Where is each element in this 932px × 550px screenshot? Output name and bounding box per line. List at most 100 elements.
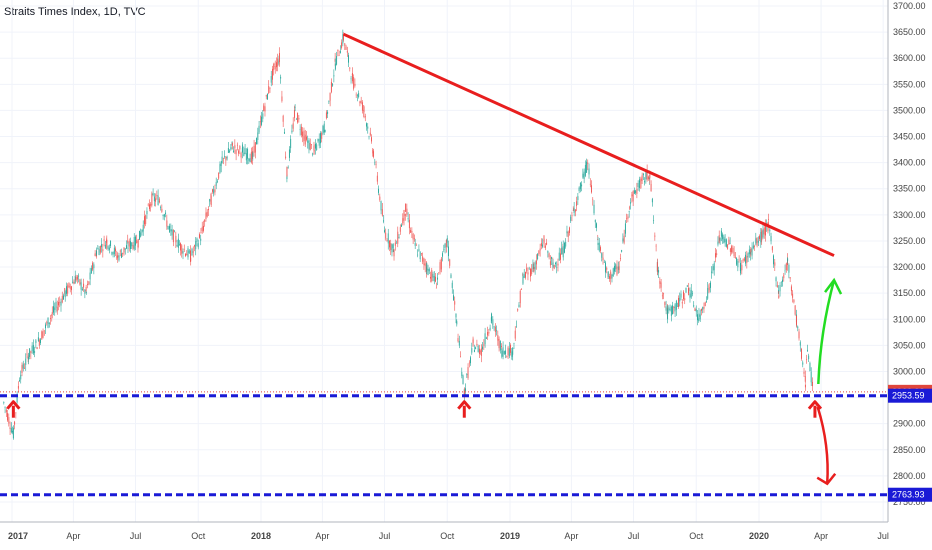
candle-body <box>85 292 87 293</box>
candle-body <box>41 331 43 340</box>
candle-body <box>404 213 406 216</box>
candle-body <box>471 348 473 353</box>
support-arrow-head <box>457 400 472 410</box>
candle-body <box>137 239 139 248</box>
candle-body <box>451 282 453 288</box>
candle-body <box>723 236 725 244</box>
candle-body <box>476 343 478 346</box>
candle-body <box>221 156 223 163</box>
candle-body <box>510 345 512 353</box>
candle-body <box>208 209 209 211</box>
candle-body <box>460 356 461 358</box>
candle-body <box>729 248 731 252</box>
candle-body <box>695 309 697 312</box>
candle-body <box>533 266 535 272</box>
bearish-scenario-arrow <box>816 406 829 484</box>
candle-body <box>252 153 254 157</box>
candle-body <box>483 344 485 346</box>
candle-body <box>371 137 372 142</box>
candle-body <box>218 172 220 179</box>
candle-body <box>226 156 228 159</box>
candle-body <box>397 231 399 244</box>
candle-body <box>308 140 310 150</box>
x-tick-label: Oct <box>191 531 206 541</box>
candle-body <box>203 225 204 231</box>
y-tick-label: 3650.00 <box>893 27 926 37</box>
candle-body <box>209 199 211 202</box>
candle-body <box>702 307 704 310</box>
candle-body <box>501 350 503 357</box>
x-tick-label: Jul <box>130 531 142 541</box>
y-tick-label: 3050.00 <box>893 340 926 350</box>
candle-body <box>514 330 516 339</box>
candle-body <box>342 34 344 44</box>
candle-body <box>399 227 401 232</box>
candle-body <box>130 241 131 250</box>
candle-body <box>558 252 560 261</box>
candle-body <box>587 162 589 164</box>
candle-body <box>215 181 217 186</box>
candle-body <box>750 248 752 253</box>
candle-body <box>686 285 688 287</box>
candle-body <box>338 55 340 57</box>
candle-body <box>763 227 765 235</box>
candle-body <box>405 203 407 212</box>
candle-body <box>53 306 54 313</box>
candle-body <box>555 262 556 264</box>
candle-body <box>316 144 318 151</box>
candle-body <box>455 313 457 318</box>
candle-body <box>551 256 553 259</box>
candle-body <box>485 337 487 339</box>
candle-body <box>628 207 630 209</box>
candle-body <box>74 275 76 284</box>
candle-body <box>161 208 163 212</box>
candle-body <box>684 298 686 301</box>
candle-body <box>191 248 193 255</box>
candle-body <box>717 241 719 245</box>
candle-body <box>19 380 20 382</box>
candle-body <box>499 340 501 351</box>
candle-body <box>592 199 594 201</box>
candle-body <box>199 234 200 238</box>
y-tick-label: 3300.00 <box>893 210 926 220</box>
candle-body <box>743 258 745 261</box>
candle-body <box>538 250 540 254</box>
candle-body <box>669 309 671 310</box>
candle-body <box>119 250 121 252</box>
candle-body <box>401 224 402 227</box>
candle-body <box>517 309 519 311</box>
candle-body <box>755 238 757 244</box>
candle-body <box>610 271 612 279</box>
candle-body <box>761 230 763 241</box>
candle-body <box>238 150 240 154</box>
candle-body <box>757 240 759 243</box>
candle-body <box>225 156 227 161</box>
candle-body <box>794 305 796 315</box>
candle-body <box>707 287 709 299</box>
candle-body <box>498 338 500 349</box>
candle-body <box>480 351 482 353</box>
candle-body <box>570 216 572 221</box>
candle-body <box>731 246 733 253</box>
x-tick-label: 2018 <box>251 531 271 541</box>
candle-body <box>690 290 692 298</box>
candle-body <box>402 218 404 224</box>
candle-body <box>665 306 667 311</box>
candle-body <box>304 134 306 145</box>
candle-body <box>443 249 445 250</box>
candle-body <box>641 175 643 181</box>
candle-body <box>133 236 135 250</box>
candle-body <box>249 158 251 163</box>
candle-body <box>158 200 160 203</box>
candle-body <box>139 230 140 240</box>
candle-body <box>698 313 700 317</box>
candle-body <box>572 210 574 211</box>
candle-body <box>638 186 640 188</box>
y-tick-label: 3000.00 <box>893 366 926 376</box>
candle-body <box>269 87 271 89</box>
candle-body <box>103 239 105 241</box>
candle-body <box>7 413 9 421</box>
candle-body <box>282 115 284 122</box>
